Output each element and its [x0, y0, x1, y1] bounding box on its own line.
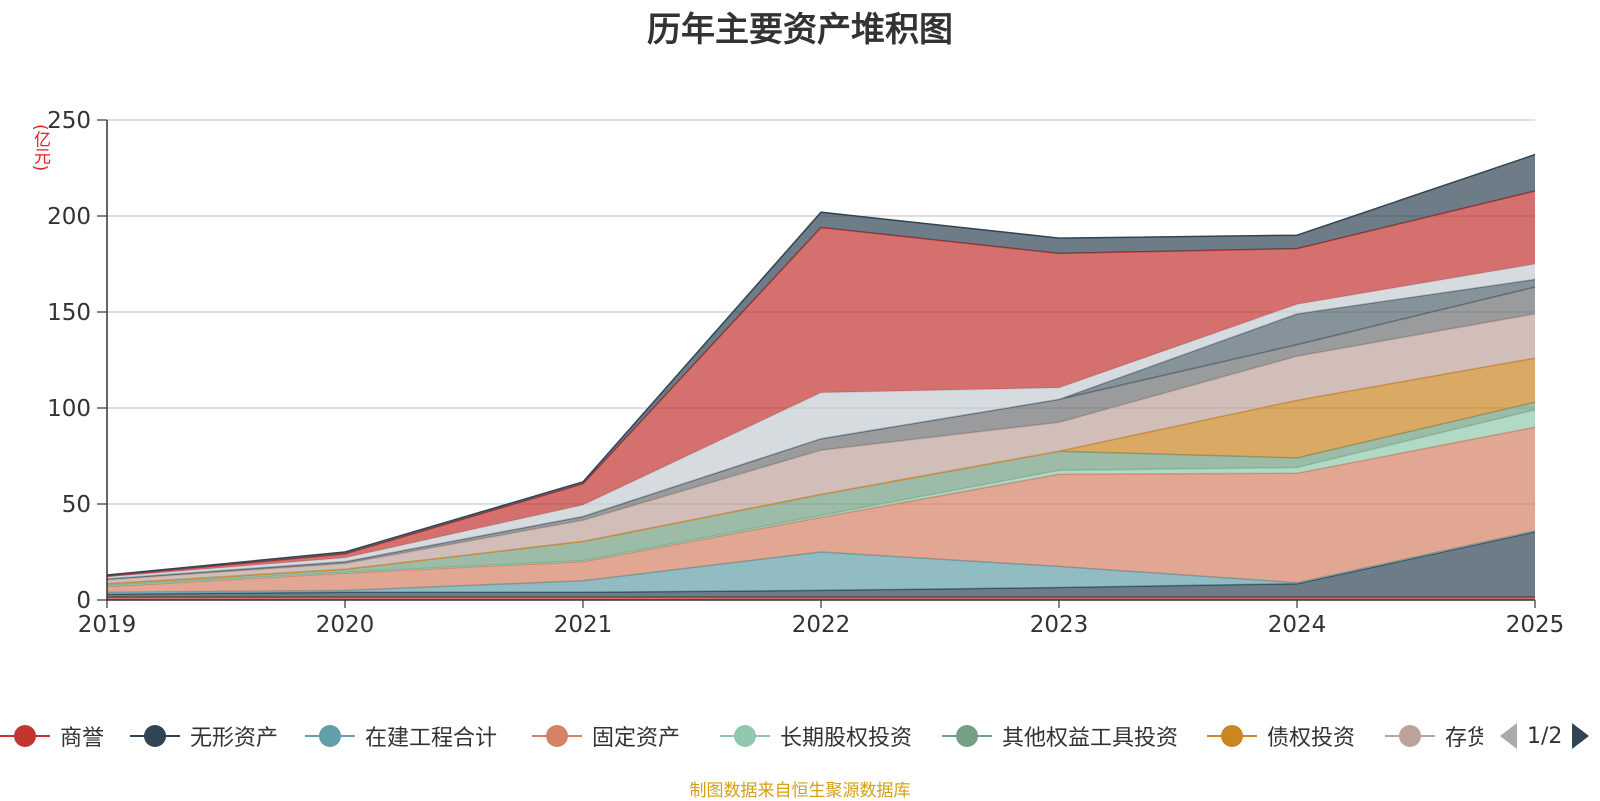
x-tick-label: 2019 [78, 612, 137, 638]
legend-pager: 1/2 [1500, 718, 1590, 754]
legend-marker-icon [1207, 718, 1257, 754]
legend-label: 固定资产 [592, 726, 681, 751]
legend-marker-icon [130, 718, 180, 754]
legend-item-在建工程合计[interactable]: 在建工程合计 [305, 718, 497, 754]
legend-label: 其他权益工具投资 [1002, 726, 1179, 751]
legend-item-无形资产[interactable]: 无形资产 [130, 718, 278, 754]
legend-label: 在建工程合计 [365, 726, 498, 751]
legend-next-page-icon[interactable] [1572, 723, 1590, 749]
chart-title: 历年主要资产堆积图 [647, 10, 953, 50]
y-axis-unit-label: (亿元) [30, 124, 50, 172]
axes: 0 50 100 150 200 250 2019 2020 2021 2022 2023 2024 2… [47, 108, 1564, 638]
legend-prev-page-icon[interactable] [1500, 723, 1517, 749]
area-series-在建工程合计 [107, 530, 1535, 595]
area-series-应收账款 [107, 264, 1535, 579]
x-tick-label: 2020 [316, 612, 375, 638]
legend-item-债权投资[interactable]: 债权投资 [1207, 718, 1355, 754]
legend-label: 无形资产 [190, 726, 279, 751]
y-tick-label: 50 [62, 492, 91, 518]
legend-marker-icon [532, 718, 582, 754]
legend-marker-icon [942, 718, 992, 754]
legend: 商誉 无形资产 在建工程合计 固定资产 长期股权投资 其他权益工具投资 债权投资 存货 1/2 [0, 718, 1600, 754]
x-tick-label: 2025 [1506, 612, 1565, 638]
area-series-其他非流动资产 [107, 279, 1535, 579]
legend-label: 长期股权投资 [780, 726, 913, 751]
legend-label: 存货 [1445, 726, 1483, 751]
legend-item-其他权益工具投资[interactable]: 其他权益工具投资 [942, 718, 1178, 754]
stacked-area-chart: 0 50 100 150 200 250 2019 2020 2021 2022 2023 2024 2… [47, 108, 1564, 638]
legend-marker-icon [1385, 718, 1435, 754]
x-tick-label: 2024 [1268, 612, 1327, 638]
legend-item-固定资产[interactable]: 固定资产 [532, 718, 680, 754]
legend-marker-icon [0, 718, 50, 754]
y-tick-label: 250 [47, 108, 91, 134]
legend-item-商誉[interactable]: 商誉 [0, 718, 104, 754]
legend-items: 商誉 无形资产 在建工程合计 固定资产 长期股权投资 其他权益工具投资 债权投资 存货 [0, 718, 1483, 754]
x-tick-label: 2021 [554, 612, 613, 638]
area-line-其他资产 [106, 153, 1536, 576]
y-tick-label: 200 [47, 204, 91, 230]
legend-page-indicator: 1/2 [1527, 723, 1563, 749]
area-series-layer [106, 153, 1536, 600]
area-series-存货 [107, 313, 1535, 584]
legend-label: 商誉 [60, 726, 105, 751]
x-tick-label: 2023 [1030, 612, 1089, 638]
x-tick-label: 2022 [792, 612, 851, 638]
legend-marker-icon [305, 718, 355, 754]
legend-marker-icon [720, 718, 770, 754]
area-series-无形资产 [107, 531, 1535, 598]
source-note: 制图数据来自恒生聚源数据库 [689, 781, 911, 801]
y-tick-label: 150 [47, 300, 91, 326]
legend-item-长期股权投资[interactable]: 长期股权投资 [720, 718, 912, 754]
area-series-固定资产 [107, 427, 1535, 593]
legend-label: 债权投资 [1267, 726, 1356, 751]
legend-item-存货[interactable]: 存货 [1385, 718, 1483, 754]
area-series-货币资金 [107, 191, 1535, 577]
y-tick-label: 100 [47, 396, 91, 422]
y-tick-label: 0 [76, 588, 91, 614]
